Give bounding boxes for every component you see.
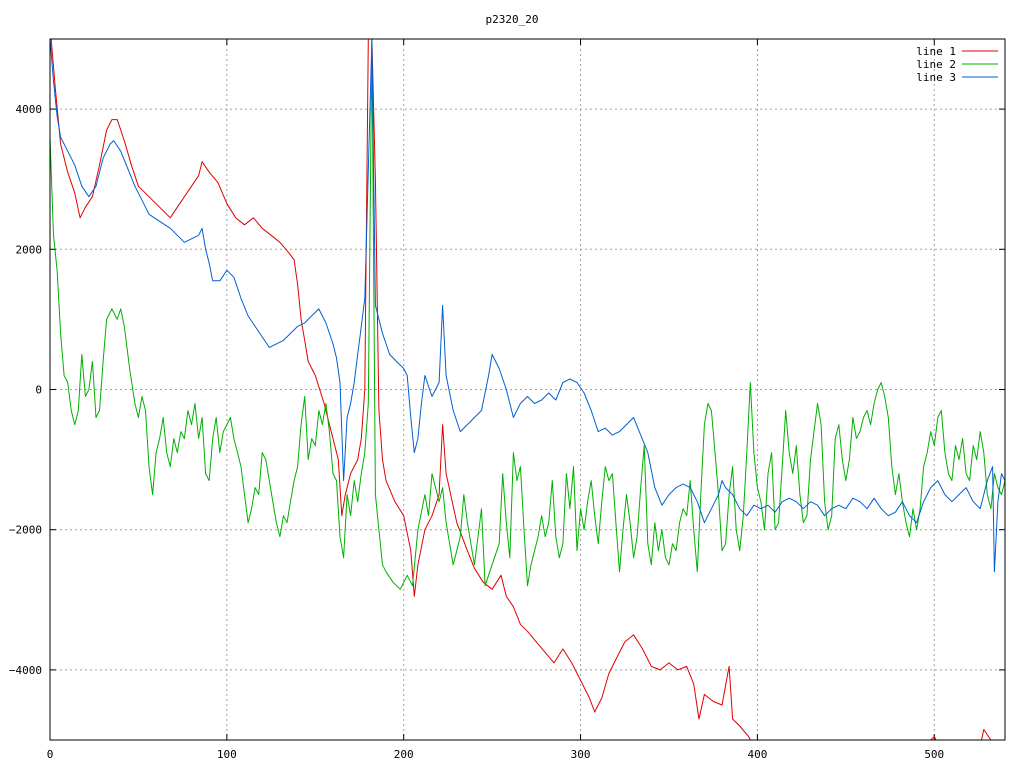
series-line-2 — [50, 39, 1005, 590]
x-tick-label: 300 — [571, 748, 591, 761]
plot-border — [49, 38, 1006, 741]
x-tick-label: 200 — [394, 748, 414, 761]
legend-label-1: line 1 — [916, 45, 956, 58]
grid — [50, 39, 1005, 740]
series-group — [50, 39, 1005, 740]
series-line-1 — [50, 39, 992, 740]
x-tick-label: 400 — [747, 748, 767, 761]
y-tick-label: 0 — [35, 384, 42, 397]
y-tick-label: −4000 — [9, 664, 42, 677]
series-line-3 — [50, 39, 1005, 573]
legend-label-3: line 3 — [916, 71, 956, 84]
y-tick-label: 2000 — [16, 243, 43, 256]
legend-label-2: line 2 — [916, 58, 956, 71]
y-tick-label: 4000 — [16, 103, 43, 116]
x-tick-label: 500 — [924, 748, 944, 761]
x-tick-label: 0 — [47, 748, 54, 761]
y-tick-label: −2000 — [9, 524, 42, 537]
axis-ticks: 0 100 200 300 400 500 −4000 −2000 0 2000 4000 — [9, 39, 1005, 761]
x-tick-label: 100 — [217, 748, 237, 761]
chart-title: p2320_20 — [486, 13, 539, 26]
